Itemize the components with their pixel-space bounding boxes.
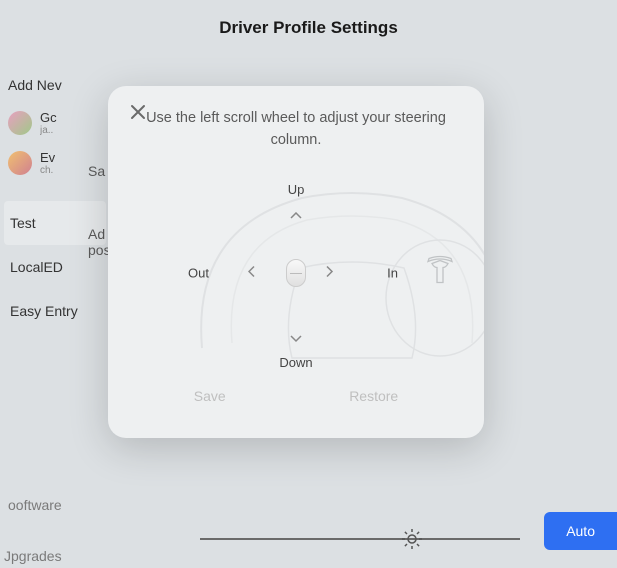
- steering-adjust-modal: Use the left scroll wheel to adjust your…: [108, 86, 484, 438]
- modal-instruction: Use the left scroll wheel to adjust your…: [132, 106, 460, 152]
- save-button[interactable]: Save: [194, 388, 226, 404]
- driver-item[interactable]: Gc ja..: [0, 103, 110, 143]
- driver-name: Ev: [40, 150, 55, 165]
- close-icon: [130, 104, 146, 120]
- avatar: [8, 111, 32, 135]
- scroll-wheel-icon: [286, 259, 306, 287]
- sun-icon: [400, 527, 424, 556]
- brightness-bar: [0, 538, 617, 540]
- nav-software[interactable]: ooftware: [8, 497, 62, 513]
- auto-brightness-button[interactable]: Auto: [544, 512, 617, 550]
- modal-footer: Save Restore: [132, 388, 460, 404]
- restore-button[interactable]: Restore: [349, 388, 398, 404]
- page-title: Driver Profile Settings: [0, 18, 617, 38]
- wheel-diagram: Up Down Out In: [132, 178, 460, 368]
- avatar: [8, 151, 32, 175]
- chevron-left-icon: [248, 265, 256, 280]
- chevron-down-icon: [290, 331, 302, 346]
- nav-upgrades[interactable]: Jpgrades: [4, 548, 62, 564]
- driver-sub: ja..: [40, 125, 57, 136]
- close-button[interactable]: [130, 104, 146, 125]
- add-new-driver[interactable]: Add Nev: [0, 67, 110, 103]
- page-header: Driver Profile Settings: [0, 0, 617, 56]
- chevron-right-icon: [326, 265, 334, 280]
- chevron-up-icon: [290, 208, 302, 223]
- in-label: In: [387, 265, 398, 280]
- driver-sub: ch.: [40, 165, 55, 176]
- tesla-logo-icon: [418, 248, 462, 297]
- out-label: Out: [188, 265, 209, 280]
- down-label: Down: [279, 355, 312, 370]
- brightness-slider[interactable]: [200, 538, 520, 540]
- up-label: Up: [288, 182, 305, 197]
- driver-name: Gc: [40, 110, 57, 125]
- nav-easy-entry[interactable]: Easy Entry: [0, 289, 110, 333]
